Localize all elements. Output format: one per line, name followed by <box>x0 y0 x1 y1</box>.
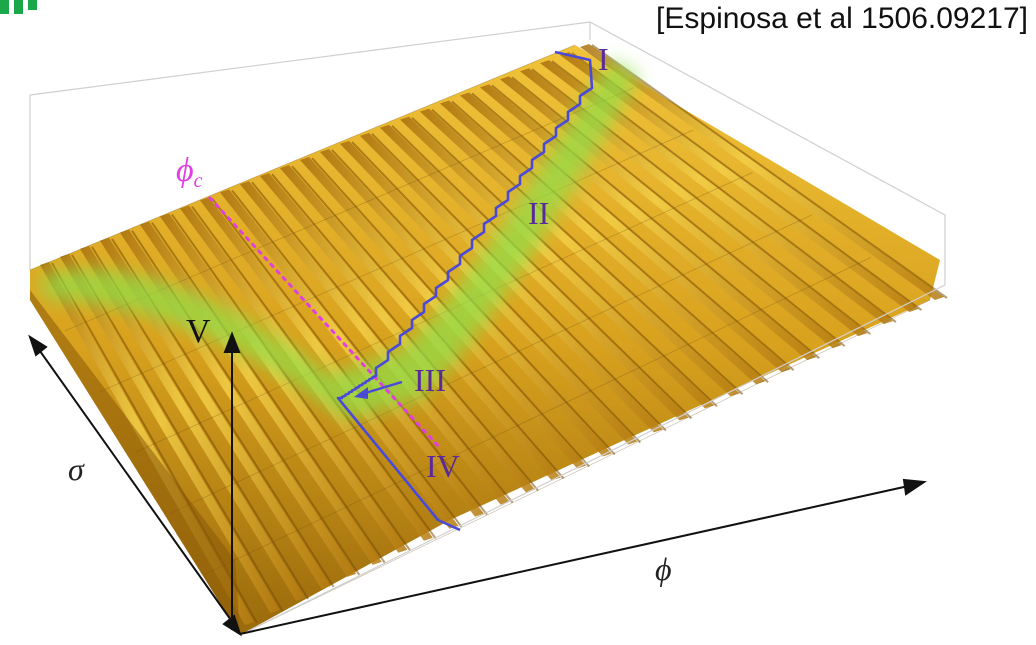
surface-ridge <box>280 165 561 481</box>
surface-ridge-shadow <box>171 213 412 552</box>
surface-ridge <box>200 197 459 529</box>
surface-ridge-shadow <box>411 116 718 408</box>
surface-ridge-shadow <box>491 84 820 359</box>
surface-ridge-shadow <box>251 181 514 504</box>
surface-ridge <box>520 68 868 337</box>
surface-mesh-line <box>239 299 931 636</box>
surface-ridge <box>260 173 536 493</box>
surface-ridge-shadow <box>471 92 795 371</box>
region-III-label: III <box>414 362 446 398</box>
corner-decoration <box>0 0 50 22</box>
surface-ridge <box>380 124 689 421</box>
phi-axis-arrow <box>239 478 927 635</box>
surface-ridge-shadow <box>151 222 386 564</box>
surface-ridge <box>160 213 408 553</box>
surface-ridge <box>560 52 919 313</box>
surface-ridge <box>400 116 714 409</box>
surface-ridge-shadow <box>71 254 284 612</box>
phi-axis-label: ϕ <box>655 551 672 587</box>
surface-ridge <box>420 108 740 397</box>
surface-ridge-shadow <box>451 100 769 384</box>
bounding-box-front <box>239 284 946 636</box>
phi-c-dotted-line <box>208 196 442 450</box>
surface-ridge-shadow <box>431 108 744 396</box>
surface-ridge <box>460 92 791 373</box>
surface-mesh-line <box>99 129 694 392</box>
surface-front-shadow <box>30 290 240 635</box>
bounding-box <box>29 21 946 285</box>
surface-ridge <box>540 60 893 325</box>
surface-mesh-line <box>169 214 812 514</box>
region-IV-label: IV <box>426 448 460 484</box>
phi-c-label: ϕc <box>176 152 203 192</box>
v-axis-arrow <box>223 331 241 630</box>
surface-ridge-shadow <box>571 52 923 311</box>
surface-ridge <box>100 237 331 589</box>
surface-ridge-shadow <box>511 76 846 347</box>
valley-band <box>40 60 640 420</box>
surface-ridge <box>80 245 306 601</box>
surface-ridge-shadow <box>231 189 488 516</box>
surface-mesh-line <box>29 44 576 271</box>
rolling-path <box>336 50 594 532</box>
surface-ridge-shadow <box>211 197 463 528</box>
surface-ridge <box>60 253 280 613</box>
v-axis-label: V <box>186 313 211 350</box>
surface-mesh-line <box>204 257 871 575</box>
region-III-arrow <box>354 380 403 399</box>
surface-ridge-shadow <box>591 44 948 299</box>
surface-ridge-shadow <box>371 133 667 432</box>
region-I-label: I <box>598 41 609 77</box>
surface-ridge-shadow <box>391 125 693 420</box>
surface-ridge-shadow <box>291 165 565 480</box>
surface-ridge <box>580 44 944 300</box>
citation-reference: [Espinosa et al 1506.09217] <box>656 2 1028 35</box>
sigma-axis-label: σ <box>68 451 85 487</box>
surface-ridge <box>440 100 766 385</box>
region-II-label: II <box>528 195 549 231</box>
surface-ridge <box>240 181 510 505</box>
